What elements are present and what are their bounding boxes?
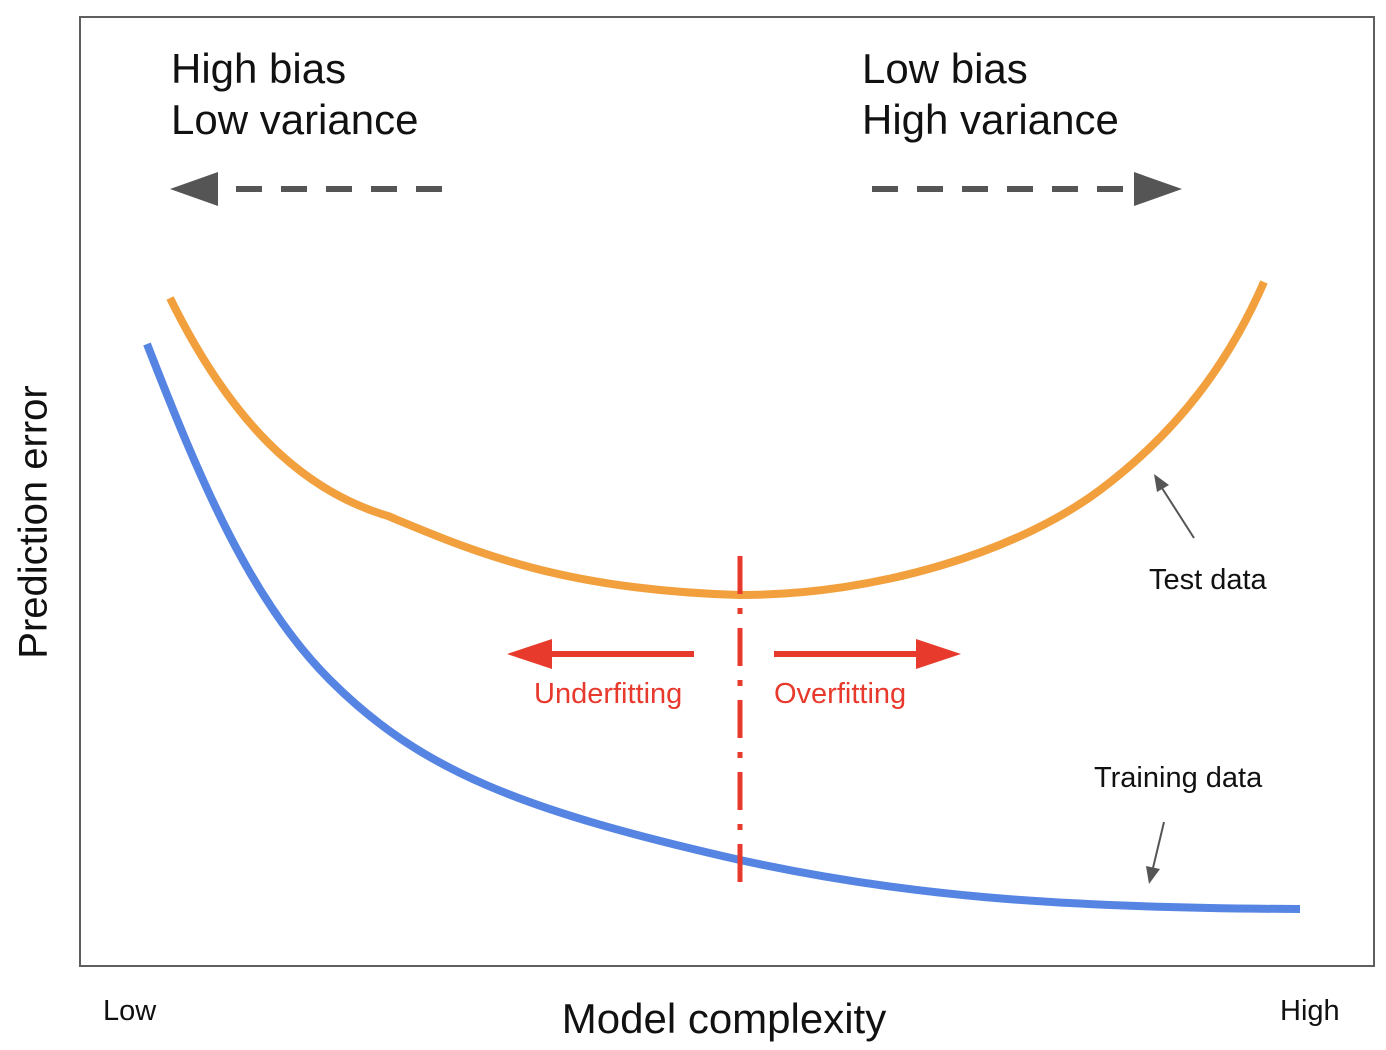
high-variance-label: High variance — [862, 96, 1119, 143]
x-axis-low-label: Low — [103, 995, 157, 1027]
test-data-pointer — [1154, 474, 1195, 539]
low-bias-label: Low bias — [862, 45, 1028, 92]
low-variance-label: Low variance — [171, 96, 419, 143]
training-data-label: Training data — [1094, 762, 1263, 794]
test-data-curve — [166, 280, 1268, 600]
test-data-label: Test data — [1149, 564, 1267, 596]
x-axis-high-label: High — [1280, 995, 1340, 1027]
y-axis-label: Prediction error — [11, 385, 56, 659]
training-data-pointer — [1146, 821, 1165, 884]
right-direction-arrow — [872, 172, 1182, 206]
overfitting-label: Overfitting — [774, 678, 907, 710]
overfitting-arrow — [774, 639, 961, 669]
plot-area — [79, 16, 1375, 967]
underfitting-label: Underfitting — [534, 678, 683, 710]
underfitting-arrow — [507, 639, 694, 669]
x-axis-label: Model complexity — [561, 995, 887, 1042]
high-bias-label: High bias — [171, 45, 347, 92]
training-data-curve — [143, 342, 1301, 913]
left-direction-arrow — [170, 172, 442, 206]
